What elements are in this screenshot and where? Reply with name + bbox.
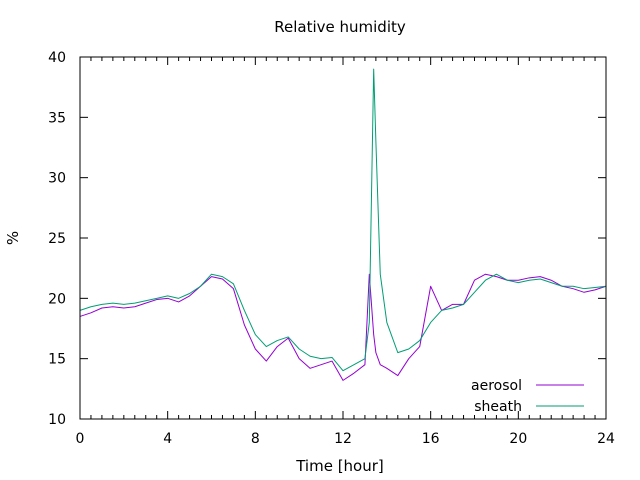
x-axis-label: Time [hour]	[295, 457, 384, 475]
x-tick-label: 4	[163, 431, 172, 447]
series-line-sheath	[79, 68, 607, 372]
x-tick-label: 20	[509, 431, 527, 447]
y-tick-label: 20	[48, 291, 66, 307]
y-tick-label: 15	[48, 352, 66, 368]
y-tick-label: 25	[48, 231, 66, 247]
x-tick-label: 12	[334, 431, 352, 447]
plot-frame	[79, 56, 607, 420]
x-tick-label: 8	[251, 431, 260, 447]
x-tick-label: 24	[597, 431, 615, 447]
x-tick-label: 16	[422, 431, 440, 447]
axes: 0 4 8 12 16 20 24 10 15 20 25 30 35 40	[48, 50, 615, 447]
series-line-aerosol	[79, 273, 607, 381]
x-tick-label: 0	[76, 431, 85, 447]
y-tick-label: 40	[48, 50, 66, 66]
legend-label-sheath: sheath	[474, 399, 522, 415]
legend: aerosol sheath	[471, 378, 584, 415]
y-axis-label: %	[4, 231, 22, 245]
legend-label-aerosol: aerosol	[471, 378, 522, 394]
y-tick-label: 30	[48, 171, 66, 187]
y-tick-label: 35	[48, 110, 66, 126]
chart-title: Relative humidity	[274, 18, 406, 36]
plot-lines	[79, 68, 607, 381]
y-tick-label: 10	[48, 412, 66, 428]
